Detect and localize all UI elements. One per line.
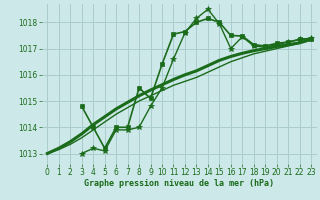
X-axis label: Graphe pression niveau de la mer (hPa): Graphe pression niveau de la mer (hPa) <box>84 179 274 188</box>
